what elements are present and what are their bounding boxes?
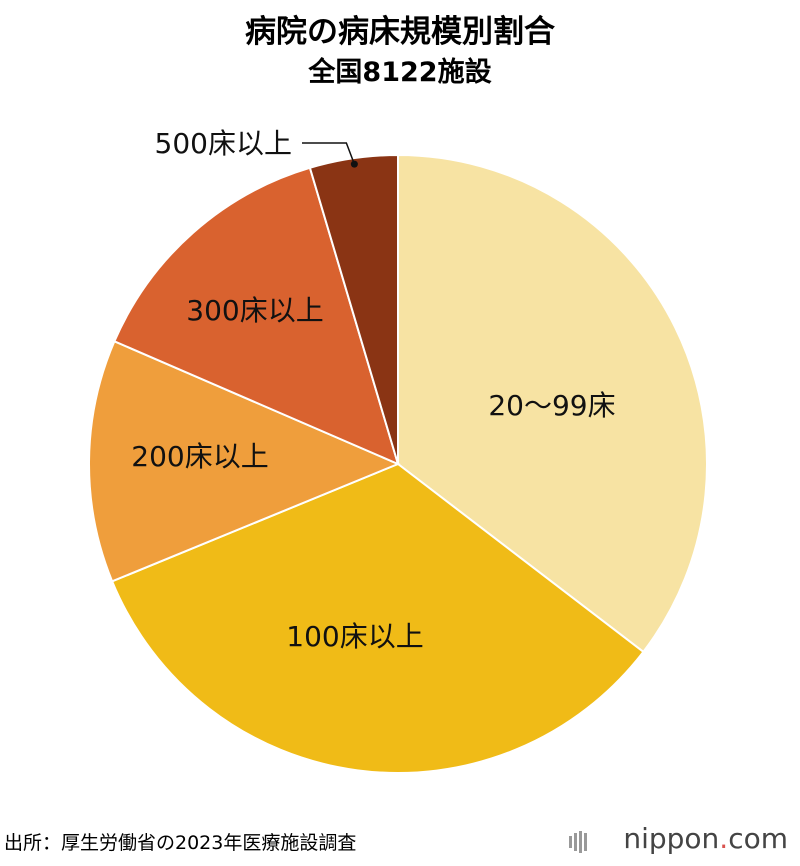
chart-subtitle: 全国8122施設 <box>308 57 492 88</box>
slice-label: 300床以上 <box>186 294 323 327</box>
slice-label: 100床以上 <box>286 620 423 653</box>
brand-logo: nippon.com <box>623 822 788 855</box>
pie-slice <box>110 462 645 774</box>
slice-label: 500床以上 <box>155 127 292 160</box>
chart-title: 病院の病床規模別割合 <box>245 14 555 50</box>
nippon-logo-icon <box>569 831 587 853</box>
source-note: 出所：厚生労働省の2023年医療施設調査 <box>4 832 357 854</box>
slice-label: 200床以上 <box>131 440 268 473</box>
brand-dot: . <box>719 822 729 855</box>
leader-line <box>302 142 356 165</box>
pie-slice <box>308 153 399 465</box>
pie-slice <box>88 339 401 583</box>
brand-suffix: com <box>728 822 788 855</box>
pie-slice <box>397 153 708 654</box>
pie-slice <box>113 166 400 466</box>
brand-name: nippon <box>623 822 720 855</box>
leader-dot <box>350 160 358 168</box>
slice-label: 20～99床 <box>488 389 615 422</box>
